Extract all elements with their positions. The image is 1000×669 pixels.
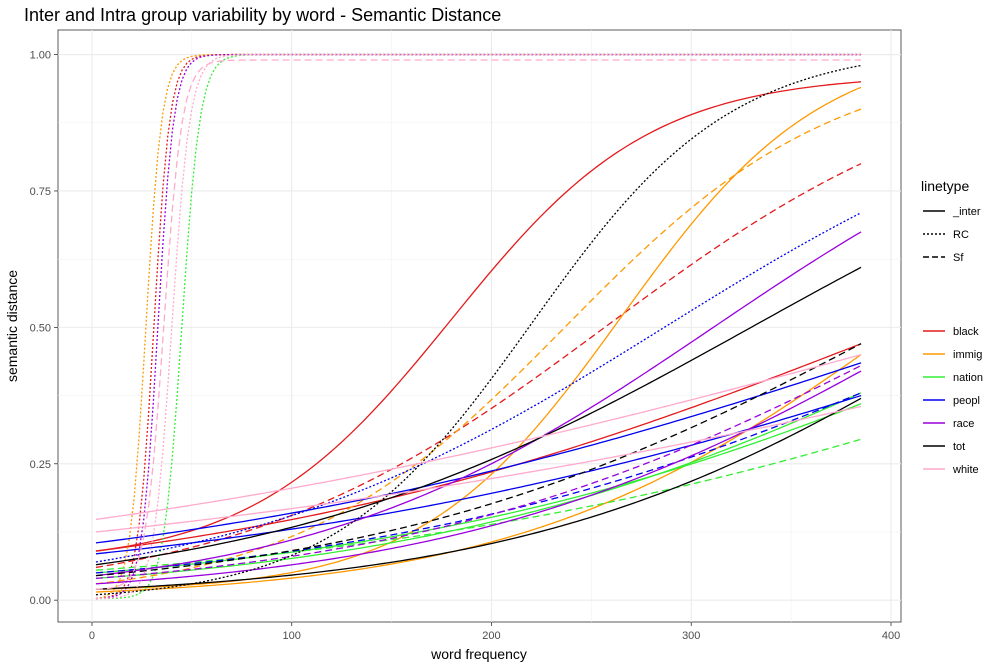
series-line-nation-inter: [95, 392, 862, 579]
y-axis-ticks: 0.00 0.25 0.50 0.75 1.00: [30, 50, 58, 607]
linetype-legend-label: _inter: [952, 206, 981, 218]
color-legend-label: tot: [953, 441, 965, 453]
x-tick-label: 100: [283, 630, 301, 642]
color-legend-label: peopl: [953, 395, 980, 407]
y-tick-label: 0.50: [30, 322, 51, 334]
series-line-tot-inter: [95, 397, 862, 590]
color-legend-label: nation: [953, 372, 983, 384]
y-tick-label: 1.00: [30, 50, 51, 62]
series-line-immig-inter: [95, 354, 862, 593]
series-line-black-inter: [95, 343, 862, 552]
y-tick-label: 0.75: [30, 186, 51, 198]
series-line-white-inter: [95, 405, 862, 533]
linetype-legend: linetype _inter RC Sf: [921, 178, 981, 264]
linetype-legend-label: RC: [953, 229, 969, 241]
y-tick-label: 0.00: [30, 595, 51, 607]
y-tick-label: 0.25: [30, 459, 51, 471]
series-lines: [95, 53, 862, 600]
series-line-race-RC: [95, 53, 862, 600]
color-legend-label: black: [953, 326, 979, 338]
color-legend-label: immig: [953, 349, 982, 361]
series-line-peopl-Sf: [95, 392, 862, 574]
series-line-white-inter: [95, 354, 862, 521]
y-axis-title: semantic distance: [4, 270, 20, 382]
series-line-tot-Sf: [95, 343, 862, 577]
series-line-black-inter: [95, 81, 862, 552]
series-line-race-inter: [95, 370, 862, 585]
x-tick-label: 300: [682, 630, 700, 642]
series-line-peopl-RC: [95, 212, 862, 563]
chart-title: Inter and Intra group variability by wor…: [24, 5, 501, 25]
x-tick-label: 0: [89, 630, 95, 642]
x-axis-ticks: 0 100 200 300 400: [89, 622, 900, 642]
linetype-legend-title: linetype: [921, 178, 969, 194]
x-tick-label: 400: [882, 630, 900, 642]
color-legend-label: race: [953, 418, 974, 430]
series-line-nation-inter: [95, 403, 862, 574]
series-line-nation-Sf: [95, 438, 862, 571]
series-line-peopl-inter: [95, 362, 862, 544]
color-legend: black immig nation peopl race tot white: [923, 326, 983, 476]
series-line-race-Sf: [95, 364, 862, 579]
color-legend-label: white: [952, 464, 979, 476]
series-line-immig-Sf: [95, 108, 862, 585]
series-line-black-Sf: [95, 163, 862, 569]
series-line-tot-RC: [95, 64, 862, 596]
series-line-white-RC: [95, 53, 862, 600]
x-axis-title: word frequency: [430, 646, 527, 662]
series-line-race-inter: [95, 231, 862, 577]
series-line-white-Sf: [95, 59, 862, 590]
linetype-legend-label: Sf: [953, 252, 964, 264]
series-line-tot-inter: [95, 266, 862, 566]
x-tick-label: 200: [482, 630, 500, 642]
